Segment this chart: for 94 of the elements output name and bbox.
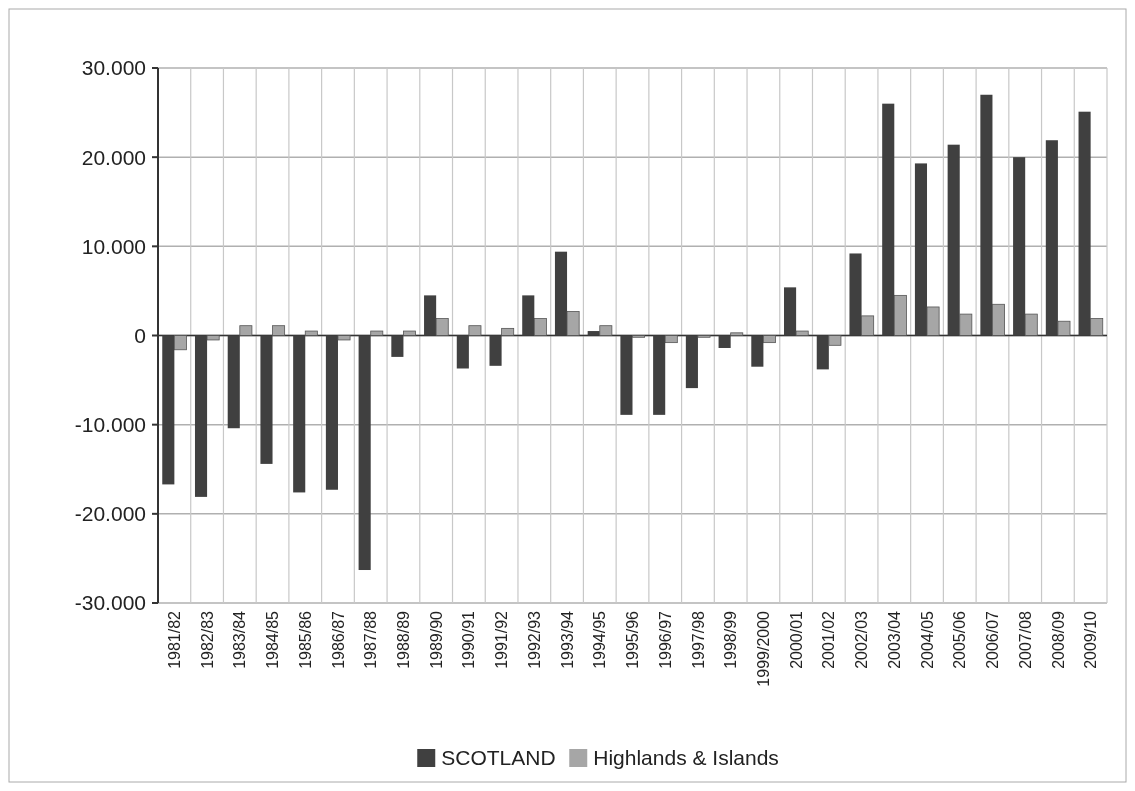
x-tick-label: 1984/85 [264, 610, 282, 669]
x-tick-label: 2001/02 [820, 610, 838, 669]
bar [653, 335, 666, 415]
bar [293, 335, 306, 493]
bar [173, 335, 187, 351]
bar [456, 335, 469, 369]
bar [763, 335, 776, 344]
bar [926, 306, 940, 336]
x-tick-label: 2007/08 [1016, 610, 1034, 669]
bar [162, 335, 175, 485]
x-tick-label: 1985/86 [296, 610, 314, 669]
bar [914, 163, 928, 336]
bar [468, 325, 482, 336]
bar [816, 335, 829, 370]
x-tick-label: 2006/07 [984, 610, 1002, 669]
bar [358, 335, 371, 571]
x-tick-label: 1997/98 [689, 610, 707, 669]
legend-label: SCOTLAND [441, 746, 556, 770]
bar [260, 335, 273, 464]
y-tick-label: 20.000 [81, 145, 146, 169]
x-tick-label: 1981/82 [165, 610, 183, 669]
bar [959, 313, 973, 336]
x-tick-label: 1987/88 [362, 610, 380, 669]
bar [337, 335, 351, 341]
bar [1024, 313, 1038, 336]
bar [795, 330, 809, 336]
x-tick-label: 1993/94 [558, 610, 576, 669]
x-tick-label: 2008/09 [1049, 610, 1067, 669]
x-tick-label: 1989/90 [427, 610, 445, 669]
bar [599, 325, 613, 336]
x-tick-label: 1991/92 [493, 610, 511, 669]
bar [239, 325, 253, 336]
x-tick-label: 1996/97 [656, 610, 674, 669]
bar [554, 251, 568, 336]
bar [730, 332, 744, 336]
x-tick-label: 1988/89 [395, 610, 413, 669]
bar [533, 318, 547, 336]
x-tick-label: 1982/83 [198, 610, 216, 669]
bar [1078, 111, 1091, 336]
x-tick-label: 1998/99 [722, 610, 740, 669]
y-tick-label: -30.000 [74, 591, 146, 615]
bar [861, 315, 875, 336]
bar [1090, 318, 1104, 336]
x-tick-label: 2009/10 [1082, 610, 1100, 669]
bar [1013, 157, 1026, 336]
x-tick-label: 1995/96 [624, 610, 642, 669]
bar [391, 335, 404, 357]
x-tick-label: 2000/01 [787, 610, 805, 669]
bar [522, 295, 535, 336]
bar [272, 325, 286, 336]
x-tick-label: 2003/04 [885, 610, 903, 669]
bar [664, 335, 678, 344]
bar [206, 335, 220, 341]
y-tick-label: 30.000 [81, 56, 146, 80]
y-tick-label: 10.000 [81, 234, 146, 258]
x-tick-label: 2005/06 [951, 610, 969, 669]
y-tick-label: -20.000 [74, 502, 146, 526]
bar [304, 330, 318, 336]
bar [620, 335, 633, 415]
bar [489, 335, 502, 366]
bar [751, 335, 764, 367]
bar [718, 335, 731, 348]
x-tick-label: 1999/2000 [755, 610, 772, 687]
bar [325, 335, 338, 490]
bar [992, 303, 1005, 336]
x-tick-label: 1992/93 [525, 610, 543, 669]
x-tick-label: 2002/03 [853, 610, 871, 669]
bar [980, 94, 993, 336]
x-tick-label: 1986/87 [329, 610, 347, 669]
bar [403, 330, 416, 336]
bar [882, 103, 895, 336]
bar [501, 327, 515, 336]
bar [784, 287, 797, 336]
bar [947, 144, 960, 336]
bar [227, 335, 240, 429]
x-tick-label: 1990/91 [460, 610, 478, 669]
bar [685, 335, 698, 389]
x-tick-label: 1983/84 [231, 610, 249, 669]
bar [893, 294, 907, 336]
bar [1045, 140, 1058, 336]
x-tick-label: 2004/05 [918, 610, 936, 669]
bar [370, 330, 384, 336]
y-tick-label: -10.000 [74, 413, 146, 437]
bar [424, 295, 437, 336]
bar [435, 318, 449, 336]
bar [566, 311, 580, 336]
y-tick-label: 0 [134, 323, 146, 347]
bar [828, 335, 842, 346]
bar [587, 331, 600, 336]
x-tick-label: 1994/95 [591, 610, 609, 669]
bar [194, 335, 208, 497]
legend-label: Highlands & Islands [593, 746, 779, 770]
bar [849, 253, 862, 336]
bar [1057, 320, 1071, 336]
